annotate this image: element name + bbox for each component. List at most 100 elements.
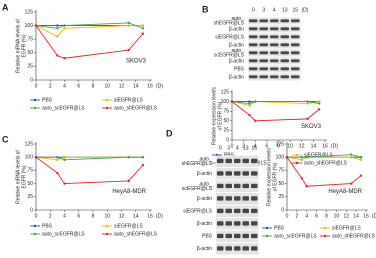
- blot-row-label: β-actin: [229, 74, 244, 80]
- legend-marker: [33, 98, 37, 102]
- legend-label: auto_shEGFR@LS: [114, 105, 158, 111]
- y-tick-label: 0: [281, 207, 284, 213]
- data-point: [305, 156, 308, 159]
- y-tick-label: 0: [226, 137, 229, 143]
- legend-label: siEGFR@LS: [114, 223, 143, 229]
- x-tick-label: 8: [92, 213, 95, 219]
- blot-band: [242, 158, 249, 164]
- blot-row-label: siEGFR@LS: [183, 209, 212, 215]
- x-tick-label: 6: [77, 213, 80, 219]
- legend-label: PBS: [42, 223, 53, 229]
- blot-row-label: β-actin: [197, 171, 212, 177]
- data-point: [248, 104, 251, 107]
- x-tick-label: 10: [287, 143, 293, 149]
- y-tick-label: 0: [30, 77, 33, 83]
- blot-band: [251, 171, 258, 176]
- data-point: [63, 156, 66, 159]
- x-tick-label: 16: [147, 213, 153, 219]
- blot-band: [259, 59, 268, 63]
- x-tick-label: 8: [277, 143, 280, 149]
- legend-label: auto_shEGFR@LS: [114, 231, 158, 237]
- blot-band: [291, 27, 300, 31]
- data-point: [254, 119, 257, 123]
- blot-band: [270, 51, 279, 55]
- data-point: [56, 171, 59, 175]
- blot-band: [280, 43, 289, 47]
- legend-marker: [105, 224, 109, 228]
- blot-band: [249, 19, 258, 23]
- data-point: [317, 100, 321, 103]
- data-point: [141, 32, 145, 35]
- x-tick-label: 10: [104, 83, 110, 89]
- blot-band: [251, 208, 258, 214]
- x-tick-label: 2: [242, 143, 245, 149]
- legend-label: siEGFR@LS: [332, 225, 361, 231]
- x-tick-label: 4: [305, 213, 308, 219]
- legend-label: siEGFR@LS: [114, 97, 143, 103]
- blot-band: [225, 233, 232, 239]
- panel-label: B: [202, 4, 209, 14]
- lane-label: 4: [236, 145, 239, 151]
- blot-band: [217, 196, 224, 201]
- data-point: [317, 102, 321, 105]
- data-point: [127, 48, 130, 52]
- legend-marker: [323, 234, 327, 238]
- x-tick-label: 2: [49, 83, 52, 89]
- blot-band: [225, 221, 232, 226]
- data-point: [127, 21, 130, 25]
- y-tick-label: 25: [223, 128, 229, 134]
- blot-band: [291, 67, 300, 71]
- y-axis-label: Relative mRNA levels of: [15, 150, 21, 204]
- blot-band: [217, 183, 224, 189]
- data-point: [56, 24, 59, 27]
- blot-band: [259, 35, 268, 39]
- blot-band: [291, 75, 300, 79]
- x-tick-label: 14: [353, 213, 359, 219]
- blot-band: [259, 67, 268, 71]
- x-tick-label: 12: [119, 83, 125, 89]
- x-tick-label: 0: [35, 83, 38, 89]
- inset-label: HeyA8-MDR: [328, 189, 362, 195]
- data-point: [63, 57, 66, 60]
- blot-row-label: auto_: [231, 48, 244, 54]
- y-tick-label: 25: [27, 194, 33, 200]
- blot-band: [249, 35, 258, 39]
- blot-band: [270, 35, 279, 39]
- blot-band: [225, 196, 232, 201]
- legend-label: auto_scEGFR@LS: [42, 231, 85, 237]
- data-point: [56, 27, 59, 30]
- data-point: [56, 156, 59, 159]
- legend-marker: [105, 106, 109, 110]
- y-axis-label: Relative expression levels: [211, 87, 217, 145]
- blot-row-label: β-actin: [197, 246, 212, 252]
- blot-row-label: β-actin: [197, 221, 212, 227]
- lane-label: 0: [219, 145, 222, 151]
- lane-label: 0: [252, 7, 255, 13]
- data-point: [141, 24, 145, 27]
- y-tick-label: 75: [223, 109, 229, 115]
- x-tick-label: 14: [133, 213, 139, 219]
- y-axis-label: of EGFR (%): [217, 101, 223, 130]
- legend-marker: [265, 226, 269, 230]
- x-tick-label: 16: [363, 213, 369, 219]
- legend-label: auto_scEGFR@LS: [274, 233, 317, 239]
- blot-band: [225, 246, 232, 251]
- data-point: [34, 24, 38, 27]
- y-tick-label: 75: [27, 168, 33, 174]
- data-point: [141, 156, 145, 159]
- inset-label: SKOV3: [126, 59, 147, 65]
- x-tick-label: 10: [104, 213, 110, 219]
- x-tick-label: 14: [133, 83, 139, 89]
- data-point: [305, 185, 308, 188]
- x-tick-label: 12: [119, 213, 125, 219]
- x-tick-label: 4: [63, 83, 66, 89]
- unit-label: (D): [302, 7, 309, 13]
- panel-label: A: [2, 2, 9, 12]
- data-point: [63, 27, 66, 30]
- blot-band: [259, 51, 268, 55]
- blot-band: [242, 233, 249, 239]
- blot-band: [225, 208, 232, 214]
- blot-band: [242, 208, 249, 214]
- blot-band: [234, 183, 241, 189]
- x-tick-label: 4: [254, 143, 257, 149]
